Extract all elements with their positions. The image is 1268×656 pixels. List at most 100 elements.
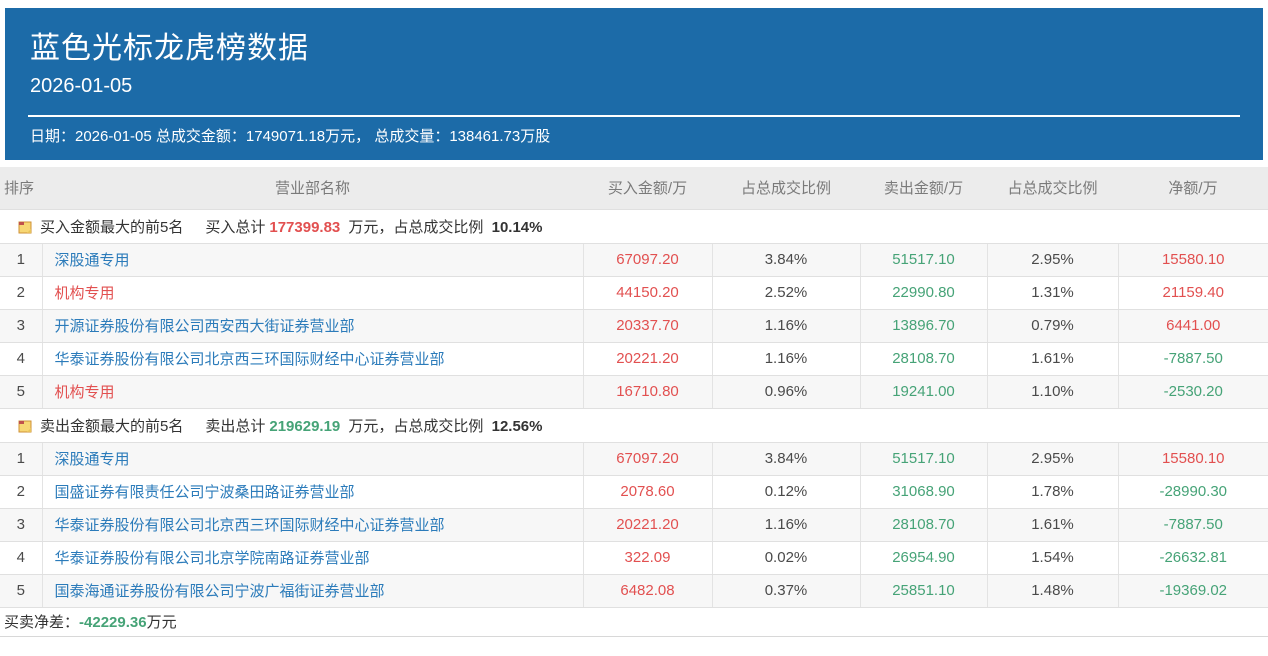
net-amount-cell: -7887.50 [1117,342,1268,376]
sell-ratio-cell: 0.79% [986,309,1118,343]
branch-name-cell: 深股通专用 [41,442,583,476]
sell-amount-cell: 26954.90 [859,541,987,575]
rank-cell: 5 [0,375,42,409]
table-body: 买入金额最大的前5名 买入总计 177399.83 万元，占总成交比例 10.14%… [0,209,1268,608]
buy-amount-cell: 44150.20 [582,276,712,310]
rank-cell: 5 [0,574,42,608]
buy-ratio-cell: 3.84% [711,243,860,277]
rank-cell: 2 [0,276,42,310]
branch-name-cell: 机构专用 [41,375,583,409]
column-header-buy-ratio: 占总成交比例 [712,167,860,210]
branch-name-link[interactable]: 华泰证券股份有限公司北京西三环国际财经中心证券营业部 [54,517,445,534]
section-total-value: 177399.83 [269,218,341,236]
net-amount-cell: -28990.30 [1117,475,1268,509]
net-diff-label: 买卖净差： [4,614,80,631]
branch-name-link[interactable]: 国盛证券有限责任公司宁波桑田路证券营业部 [54,484,355,501]
section-total-percent: 12.56% [491,417,543,435]
buy-amount-cell: 67097.20 [582,442,712,476]
section-total-label: 买入总计 [205,218,266,236]
branch-name-cell: 国泰海通证券股份有限公司宁波广福街证券营业部 [41,574,583,608]
table-row: 4 华泰证券股份有限公司北京学院南路证券营业部 322.09 0.02% 269… [0,541,1268,575]
buy-amount-cell: 322.09 [582,541,712,575]
column-header-net: 净额/万 [1118,167,1268,210]
rank-cell: 3 [0,309,42,343]
sell-amount-cell: 51517.10 [859,442,987,476]
sell-ratio-cell: 2.95% [986,243,1118,277]
buy-amount-cell: 67097.20 [582,243,712,277]
branch-name-link[interactable]: 深股通专用 [54,252,130,269]
branch-name-link[interactable]: 华泰证券股份有限公司北京学院南路证券营业部 [54,550,370,567]
table-row: 5 机构专用 16710.80 0.96% 19241.00 1.10% -25… [0,375,1268,409]
section-total-mid: 万元，占总成交比例 [344,218,488,236]
buy-ratio-cell: 0.02% [711,541,860,575]
table-row: 2 机构专用 44150.20 2.52% 22990.80 1.31% 211… [0,276,1268,310]
section-total-value: 219629.19 [269,417,341,435]
branch-name-link[interactable]: 国泰海通证券股份有限公司宁波广福街证券营业部 [54,583,385,600]
buy-ratio-cell: 3.84% [711,442,860,476]
page-banner: 蓝色光标龙虎榜数据 2026-01-05 日期：2026-01-05 总成交金额… [5,8,1263,160]
net-amount-cell: 15580.10 [1117,243,1268,277]
sell-amount-cell: 31068.90 [859,475,987,509]
table-header: 排序 营业部名称 买入金额/万 占总成交比例 卖出金额/万 占总成交比例 净额/… [0,167,1268,210]
branch-name-cell: 机构专用 [41,276,583,310]
net-amount-cell: -26632.81 [1117,541,1268,575]
net-amount-cell: -7887.50 [1117,508,1268,542]
buy-amount-cell: 2078.60 [582,475,712,509]
buy-amount-cell: 6482.08 [582,574,712,608]
section-title: 买入金额最大的前5名 [40,218,184,236]
net-amount-cell: -2530.20 [1117,375,1268,409]
table-row: 4 华泰证券股份有限公司北京西三环国际财经中心证券营业部 20221.20 1.… [0,342,1268,376]
buy-amount-cell: 20221.20 [582,342,712,376]
buy-amount-cell: 16710.80 [582,375,712,409]
section-title: 卖出金额最大的前5名 [40,417,184,435]
rank-cell: 3 [0,508,42,542]
sell-amount-cell: 19241.00 [859,375,987,409]
branch-name-link[interactable]: 华泰证券股份有限公司北京西三环国际财经中心证券营业部 [54,351,445,368]
sell-ratio-cell: 1.54% [986,541,1118,575]
branch-name-link: 机构专用 [54,285,115,302]
branch-name-cell: 华泰证券股份有限公司北京西三环国际财经中心证券营业部 [41,342,583,376]
sell-amount-cell: 13896.70 [859,309,987,343]
table-row: 3 华泰证券股份有限公司北京西三环国际财经中心证券营业部 20221.20 1.… [0,508,1268,542]
column-header-sell-amount: 卖出金额/万 [860,167,987,210]
sell-amount-cell: 28108.70 [859,342,987,376]
note-icon [18,221,32,233]
net-diff-value: -42229.36 [79,614,147,631]
net-amount-cell: -19369.02 [1117,574,1268,608]
buy-amount-cell: 20337.70 [582,309,712,343]
table-row: 2 国盛证券有限责任公司宁波桑田路证券营业部 2078.60 0.12% 310… [0,475,1268,509]
column-header-buy-amount: 买入金额/万 [583,167,712,210]
buy-ratio-cell: 0.12% [711,475,860,509]
section-header-row: 买入金额最大的前5名 买入总计 177399.83 万元，占总成交比例 10.14% [0,209,1268,244]
sell-ratio-cell: 1.61% [986,508,1118,542]
summary-info: 日期：2026-01-05 总成交金额：1749071.18万元， 总成交量：1… [30,128,551,145]
branch-name-cell: 开源证券股份有限公司西安西大街证券营业部 [41,309,583,343]
rank-cell: 2 [0,475,42,509]
table-row: 1 深股通专用 67097.20 3.84% 51517.10 2.95% 15… [0,442,1268,476]
buy-ratio-cell: 1.16% [711,508,860,542]
rank-cell: 1 [0,243,42,277]
rank-cell: 1 [0,442,42,476]
buy-ratio-cell: 1.16% [711,342,860,376]
sell-amount-cell: 28108.70 [859,508,987,542]
net-amount-cell: 21159.40 [1117,276,1268,310]
sell-amount-cell: 25851.10 [859,574,987,608]
net-diff-row: 买卖净差：-42229.36万元 [0,607,1268,637]
page-title: 蓝色光标龙虎榜数据 [30,32,309,65]
column-header-sell-ratio: 占总成交比例 [987,167,1118,210]
banner-top: 蓝色光标龙虎榜数据 2026-01-05 [28,8,1240,117]
net-amount-cell: 6441.00 [1117,309,1268,343]
buy-ratio-cell: 0.37% [711,574,860,608]
branch-name-link[interactable]: 深股通专用 [54,451,130,468]
sell-ratio-cell: 1.61% [986,342,1118,376]
branch-name-link[interactable]: 开源证券股份有限公司西安西大街证券营业部 [54,318,355,335]
branch-name-cell: 华泰证券股份有限公司北京西三环国际财经中心证券营业部 [41,508,583,542]
sell-amount-cell: 51517.10 [859,243,987,277]
sell-ratio-cell: 2.95% [986,442,1118,476]
branch-name-cell: 华泰证券股份有限公司北京学院南路证券营业部 [41,541,583,575]
section-header-row: 卖出金额最大的前5名 卖出总计 219629.19 万元，占总成交比例 12.56% [0,408,1268,443]
rank-cell: 4 [0,342,42,376]
buy-ratio-cell: 1.16% [711,309,860,343]
page-date: 2026-01-05 [30,75,133,97]
buy-amount-cell: 20221.20 [582,508,712,542]
